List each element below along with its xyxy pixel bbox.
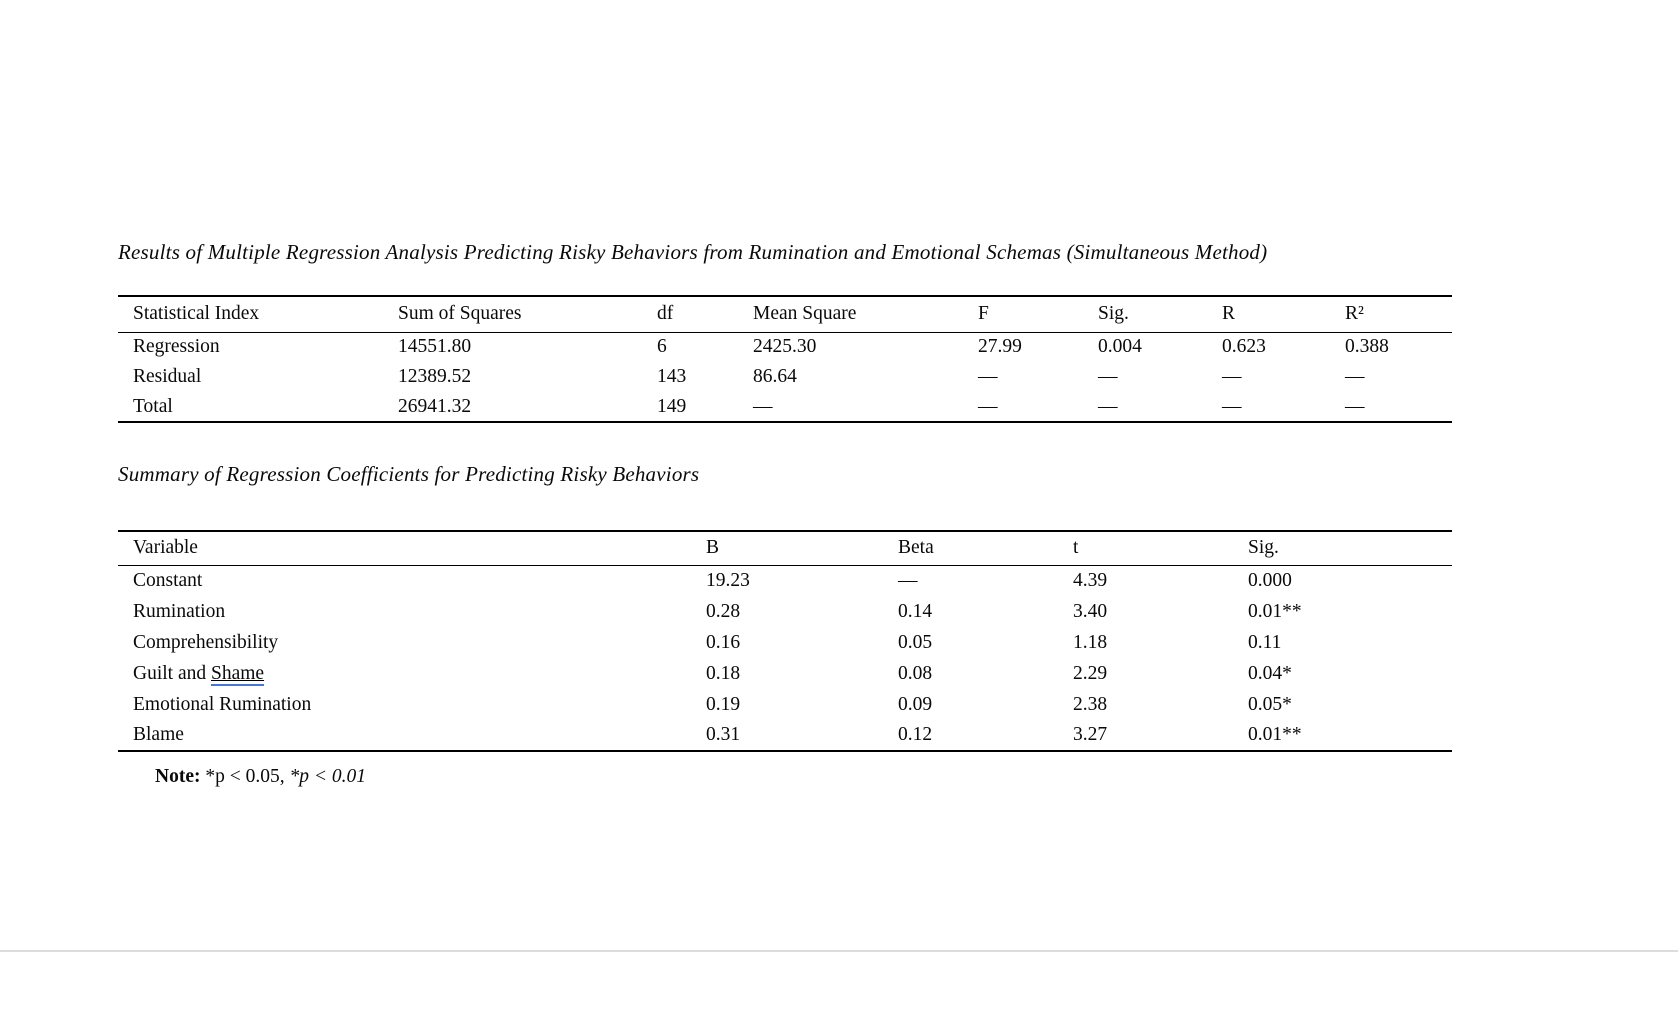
table-cell: 0.16 xyxy=(706,631,741,653)
table-cell: 0.01** xyxy=(1248,724,1302,745)
table-cell: — xyxy=(1345,395,1365,417)
note-text-regular: *p < 0.05, xyxy=(200,766,290,787)
column-header: Statistical Index xyxy=(133,303,260,325)
table-cell: — xyxy=(1345,366,1365,387)
table-cell: 0.28 xyxy=(706,600,741,622)
table-cell: 14551.80 xyxy=(398,336,472,358)
column-header: Sig. xyxy=(1248,537,1279,559)
underlined-word: Shame xyxy=(211,662,265,686)
column-header: df xyxy=(657,303,674,325)
table-cell: 0.18 xyxy=(706,662,741,684)
table-cell: Comprehensibility xyxy=(133,631,279,653)
table-cell: 0.004 xyxy=(1098,336,1142,358)
column-header: R xyxy=(1222,303,1236,325)
page-boundary-line xyxy=(0,950,1678,952)
column-header: F xyxy=(978,303,989,325)
table-cell: 0.12 xyxy=(898,724,933,745)
table-cell: Regression xyxy=(133,336,220,358)
table-cell: 0.08 xyxy=(898,662,933,684)
table-cell: — xyxy=(753,395,773,417)
note-text-italic: *p < 0.01 xyxy=(289,766,367,787)
table-row: Guilt and Shame 0.18 0.08 2.29 0.04* xyxy=(118,658,1452,689)
table-row: Constant 19.23 — 4.39 0.000 xyxy=(118,565,1452,596)
table-cell: 0.09 xyxy=(898,693,933,715)
table-cell: 86.64 xyxy=(753,366,797,387)
table-cell: 4.39 xyxy=(1073,569,1108,591)
table-cell: 143 xyxy=(657,366,687,387)
note-label: Note: xyxy=(155,766,201,787)
table-cell: 6 xyxy=(657,336,667,358)
table-cell: Rumination xyxy=(133,600,226,622)
table-cell: 1.18 xyxy=(1073,631,1108,653)
table-cell: Emotional Rumination xyxy=(133,693,312,715)
table-cell: 0.19 xyxy=(706,693,741,715)
table-cell: 3.40 xyxy=(1073,600,1108,622)
column-header: Mean Square xyxy=(753,303,857,325)
table-cell: 19.23 xyxy=(706,569,750,591)
table-cell: — xyxy=(978,395,998,417)
table-cell: Constant xyxy=(133,569,203,591)
coefficients-table-title: Summary of Regression Coefficients for P… xyxy=(118,462,700,486)
column-header: Beta xyxy=(898,537,934,559)
column-header: Sum of Squares xyxy=(398,303,522,325)
column-header: R² xyxy=(1345,303,1364,325)
table-cell: 0.04* xyxy=(1248,662,1292,684)
table-row: Rumination 0.28 0.14 3.40 0.01** xyxy=(118,596,1452,627)
table-row: Comprehensibility 0.16 0.05 1.18 0.11 xyxy=(118,627,1452,658)
table-cell: 26941.32 xyxy=(398,395,472,417)
table-cell: 0.31 xyxy=(706,724,741,745)
table-cell: 149 xyxy=(657,395,687,417)
table-row: Total 26941.32 149 — — — — — xyxy=(118,392,1452,422)
coefficients-header-row: Variable B Beta t Sig. xyxy=(118,531,1452,565)
table-row: Blame 0.31 0.12 3.27 0.01** xyxy=(118,720,1452,751)
table-cell: Blame xyxy=(133,724,184,745)
table-cell: 27.99 xyxy=(978,336,1022,358)
table-cell: 12389.52 xyxy=(398,366,472,387)
coefficients-table: Variable B Beta t Sig. Constant 19.23 — 4.39 0.0… xyxy=(118,530,1452,752)
table-cell: — xyxy=(1098,366,1118,387)
table-cell: Total xyxy=(133,395,173,417)
column-header: Sig. xyxy=(1098,303,1129,325)
table-cell: 0.01** xyxy=(1248,600,1302,622)
table-cell: 0.388 xyxy=(1345,336,1389,358)
table-cell: 0.11 xyxy=(1248,631,1282,653)
table-cell: — xyxy=(1222,395,1242,417)
table-cell: 2.38 xyxy=(1073,693,1108,715)
anova-table: Statistical Index Sum of Squares df Mean Sq… xyxy=(118,295,1452,423)
table-cell: — xyxy=(1098,395,1118,417)
table-cell: 3.27 xyxy=(1073,724,1108,745)
column-header: B xyxy=(706,537,720,559)
table-cell: — xyxy=(898,569,918,591)
table-cell: 0.05* xyxy=(1248,693,1292,715)
table-row: Regression 14551.80 6 2425.30 27.99 0.004 0.62… xyxy=(118,332,1452,362)
column-header: t xyxy=(1073,537,1079,559)
table-cell: Residual xyxy=(133,366,202,387)
table-cell: 0.05 xyxy=(898,631,933,653)
anova-header-row: Statistical Index Sum of Squares df Mean Sq… xyxy=(118,296,1452,332)
table-cell: 2425.30 xyxy=(753,336,817,358)
table-cell: 0.623 xyxy=(1222,336,1266,358)
table-cell: 2.29 xyxy=(1073,662,1108,684)
table-cell: — xyxy=(1222,366,1242,387)
table-cell: 0.14 xyxy=(898,600,933,622)
table-cell: Guilt and Shame xyxy=(118,658,691,689)
table-row: Residual 12389.52 143 86.64 — — — — xyxy=(118,362,1452,392)
cell-text: Guilt and xyxy=(133,662,211,684)
note-line: Note: *p < 0.05, *p < 0.01 xyxy=(155,766,366,788)
table-cell: — xyxy=(978,366,998,387)
anova-table-title: Results of Multiple Regression Analysis … xyxy=(118,240,1268,264)
table-row: Emotional Rumination 0.19 0.09 2.38 0.05* xyxy=(118,689,1452,720)
column-header: Variable xyxy=(133,537,198,559)
table-cell: 0.000 xyxy=(1248,569,1292,591)
